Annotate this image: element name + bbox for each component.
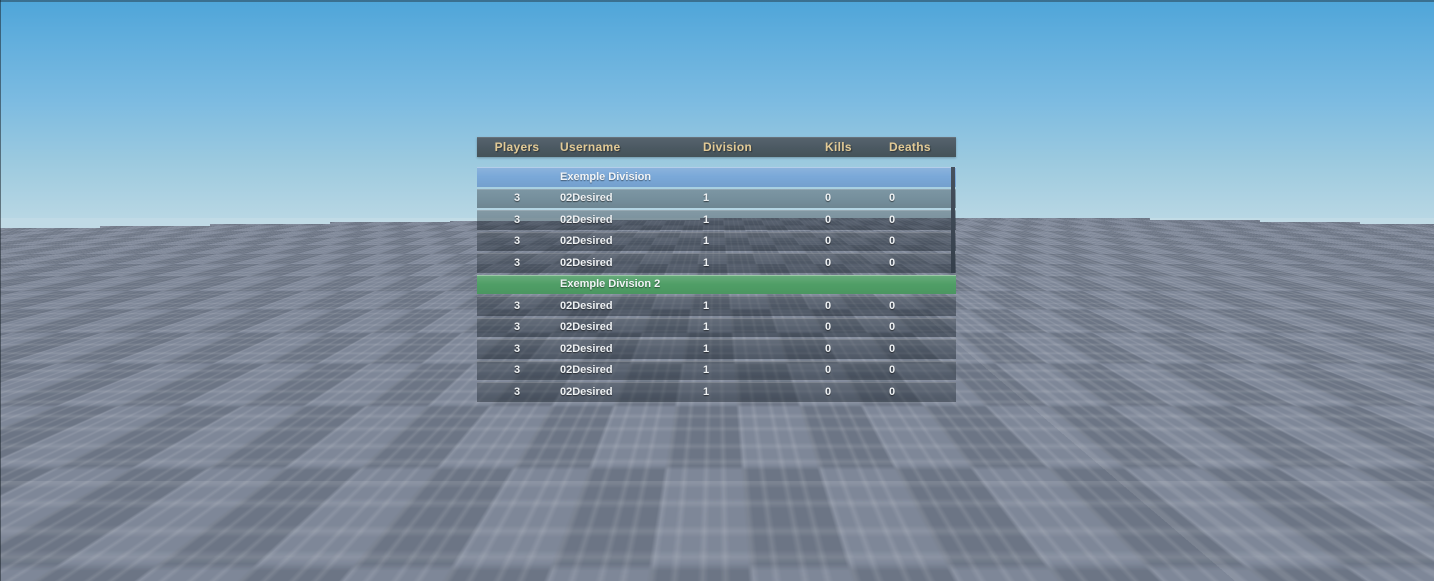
cell-deaths: 0	[889, 256, 896, 269]
cell-deaths: 0	[889, 364, 896, 377]
cell-division: 1	[703, 364, 710, 377]
cell-division: 1	[703, 256, 710, 269]
cell-deaths: 0	[889, 321, 896, 334]
cell-kills: 0	[825, 364, 832, 377]
column-header-kills: Kills	[825, 140, 852, 154]
cell-username: 02Desired	[560, 364, 613, 377]
column-header-username: Username	[560, 140, 621, 154]
cell-username: 02Desired	[560, 299, 613, 312]
cell-kills: 0	[825, 385, 832, 398]
cell-division: 1	[703, 385, 710, 398]
cell-players: 3	[513, 256, 521, 269]
division-header-row: Exemple Division	[477, 167, 956, 187]
cell-username: 02Desired	[560, 235, 613, 248]
cell-players: 3	[513, 364, 521, 377]
player-row[interactable]: 3 02Desired 1 0 0	[477, 231, 956, 251]
cell-kills: 0	[825, 321, 832, 334]
sky	[0, 0, 1434, 240]
division-title: Exemple Division 2	[560, 278, 661, 291]
player-row[interactable]: 3 02Desired 1 0 0	[477, 188, 956, 208]
cell-players: 3	[513, 342, 521, 355]
leaderboard-header: Players Username Division Kills Deaths	[477, 137, 956, 157]
cell-players: 3	[513, 235, 521, 248]
column-header-players: Players	[494, 140, 540, 154]
player-row[interactable]: 3 02Desired 1 0 0	[477, 253, 956, 273]
cell-deaths: 0	[889, 385, 896, 398]
player-row[interactable]: 3 02Desired 1 0 0	[477, 339, 956, 359]
column-header-deaths: Deaths	[889, 140, 931, 154]
cell-username: 02Desired	[560, 256, 613, 269]
cell-kills: 0	[825, 342, 832, 355]
player-row[interactable]: 3 02Desired 1 0 0	[477, 210, 956, 230]
cell-deaths: 0	[889, 342, 896, 355]
cell-players: 3	[513, 321, 521, 334]
cell-division: 1	[703, 192, 710, 205]
player-row[interactable]: 3 02Desired 1 0 0	[477, 360, 956, 380]
cell-kills: 0	[825, 235, 832, 248]
cell-division: 1	[703, 235, 710, 248]
cell-kills: 0	[825, 299, 832, 312]
cell-players: 3	[513, 299, 521, 312]
cell-division: 1	[703, 213, 710, 226]
player-row[interactable]: 3 02Desired 1 0 0	[477, 382, 956, 402]
cell-division: 1	[703, 342, 710, 355]
cell-username: 02Desired	[560, 192, 613, 205]
cell-kills: 0	[825, 192, 832, 205]
screen-top-edge	[0, 0, 1434, 2]
column-header-division: Division	[703, 140, 753, 154]
cell-deaths: 0	[889, 213, 896, 226]
screen-left-edge	[0, 0, 1, 581]
cell-username: 02Desired	[560, 213, 613, 226]
cell-deaths: 0	[889, 235, 896, 248]
player-row[interactable]: 3 02Desired 1 0 0	[477, 296, 956, 316]
cell-division: 1	[703, 321, 710, 334]
cell-players: 3	[513, 192, 521, 205]
cell-username: 02Desired	[560, 342, 613, 355]
cell-username: 02Desired	[560, 321, 613, 334]
leaderboard: Players Username Division Kills Deaths E…	[477, 137, 956, 402]
leaderboard-body: Exemple Division 3 02Desired 1 0 0 3 02Desired 1…	[477, 167, 956, 402]
cell-players: 3	[513, 213, 521, 226]
player-row[interactable]: 3 02Desired 1 0 0	[477, 317, 956, 337]
division-title: Exemple Division	[560, 170, 652, 183]
cell-kills: 0	[825, 256, 832, 269]
scrollbar-thumb[interactable]	[951, 167, 955, 273]
cell-division: 1	[703, 299, 710, 312]
cell-players: 3	[513, 385, 521, 398]
division-header-row: Exemple Division 2	[477, 274, 956, 294]
cell-deaths: 0	[889, 192, 896, 205]
cell-kills: 0	[825, 213, 832, 226]
cell-deaths: 0	[889, 299, 896, 312]
cell-username: 02Desired	[560, 385, 613, 398]
